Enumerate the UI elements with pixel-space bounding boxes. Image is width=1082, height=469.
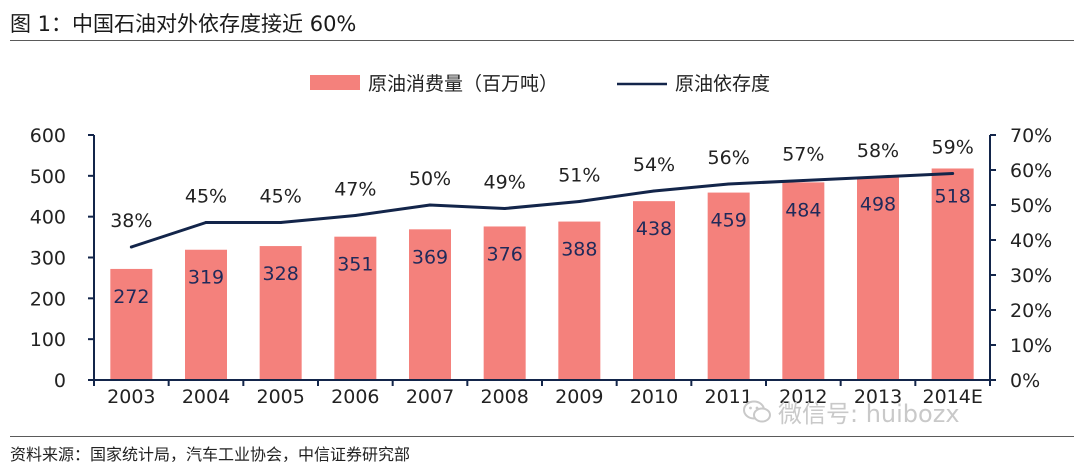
right-axis-tick-label: 20% — [1010, 300, 1052, 322]
figure-title: 图 1：中国石油对外依存度接近 60% — [10, 12, 357, 36]
left-axis-tick-label: 600 — [30, 125, 66, 147]
line-point — [727, 182, 731, 186]
line-point — [204, 221, 208, 224]
x-axis-tick-label: 2007 — [406, 386, 454, 408]
line-point — [876, 175, 880, 179]
line-point — [428, 203, 432, 207]
right-axis-tick-label: 0% — [1010, 370, 1040, 392]
x-axis-tick-label: 2006 — [331, 386, 379, 408]
line-value-label: 51% — [558, 165, 600, 187]
bar — [110, 268, 153, 380]
right-axis-tick-label: 60% — [1010, 160, 1052, 182]
right-axis-tick-label: 70% — [1010, 125, 1052, 147]
line-value-label: 45% — [185, 186, 227, 208]
x-axis-tick-label: 2011 — [704, 386, 752, 408]
bar-value-label: 376 — [487, 243, 523, 265]
watermark: 微信号: huibozx — [742, 394, 960, 429]
source-note: 资料来源：国家统计局，汽车工业协会，中信证券研究部 — [10, 445, 411, 464]
bar-value-label: 388 — [561, 239, 597, 261]
bar-value-label: 369 — [412, 246, 448, 268]
bar-series: 272 319 328 351 369 376 388 438 459 484 498 518 — [110, 168, 974, 380]
legend-line-label: 原油依存度 — [675, 73, 770, 95]
bar-value-label: 351 — [337, 254, 373, 276]
legend-bar-label: 原油消费量（百万吨） — [368, 73, 558, 95]
bar-value-label: 272 — [113, 286, 149, 308]
line-path — [130, 172, 953, 249]
line-point — [652, 189, 656, 193]
line-point — [503, 207, 507, 210]
combo-chart: 原油消费量（百万吨） 原油依存度 0 100 200 300 400 500 600 0% 10… — [30, 73, 1053, 408]
source-rule — [10, 436, 1074, 437]
line-point — [353, 214, 357, 217]
bar — [931, 168, 974, 380]
bar-value-label: 498 — [860, 194, 896, 216]
line-value-label: 59% — [932, 137, 974, 159]
left-axis-tick-label: 500 — [30, 166, 66, 188]
right-y-axis: 0% 10% 20% 30% 40% 50% 60% 70% — [989, 125, 1052, 392]
line-point — [951, 172, 955, 175]
line-value-label: 47% — [334, 179, 376, 201]
left-axis-tick-label: 200 — [30, 288, 66, 310]
line-value-label: 45% — [260, 186, 302, 208]
x-axis-tick-label: 2010 — [630, 386, 678, 408]
bar-value-label: 459 — [711, 210, 747, 232]
bar — [483, 226, 526, 380]
left-axis-tick-label: 400 — [30, 207, 66, 229]
chart-legend: 原油消费量（百万吨） 原油依存度 — [310, 73, 770, 95]
bar — [782, 182, 825, 380]
bar — [185, 249, 227, 380]
line-point — [577, 200, 581, 203]
x-axis-tick-label: 2009 — [555, 386, 603, 408]
line-point — [129, 245, 133, 249]
right-axis-tick-label: 30% — [1010, 265, 1052, 287]
x-axis-tick-label: 2003 — [107, 386, 155, 408]
legend-bar-swatch — [310, 75, 360, 90]
bar — [558, 221, 601, 380]
left-axis-tick-label: 100 — [30, 329, 66, 351]
x-axis: 2003 2004 2005 2006 2007 2008 2009 2010 2011 2012… — [93, 379, 991, 408]
x-axis-tick-label: 2004 — [182, 386, 230, 408]
line-value-label: 57% — [782, 144, 824, 166]
right-axis-tick-label: 50% — [1010, 195, 1052, 217]
x-axis-tick-label: 2012 — [779, 386, 827, 408]
bar-value-label: 484 — [785, 199, 821, 221]
wechat-icon — [743, 400, 771, 422]
line-value-label: 58% — [857, 140, 899, 162]
bar — [857, 176, 899, 380]
right-axis-tick-label: 40% — [1010, 230, 1052, 252]
left-axis-tick-label: 300 — [30, 248, 66, 270]
line-value-label: 50% — [409, 168, 451, 190]
bar — [259, 246, 302, 380]
bar-value-label: 518 — [935, 185, 971, 207]
x-axis-tick-label: 2013 — [854, 386, 902, 408]
x-axis-tick-label: 2008 — [480, 386, 528, 408]
bar-value-label: 438 — [636, 218, 672, 240]
left-y-axis: 0 100 200 300 400 500 600 — [30, 125, 95, 392]
line-point — [279, 221, 283, 224]
x-axis-tick-label: 2014E — [922, 386, 982, 408]
left-axis-tick-label: 0 — [54, 370, 66, 392]
bar — [409, 229, 451, 380]
right-axis-tick-label: 10% — [1010, 335, 1052, 357]
line-point — [801, 179, 805, 182]
line-series: 38% 45% 45% 47% 50% 49% 51% 54% 56% 57% 58% 59% — [110, 137, 974, 249]
bar — [633, 201, 675, 380]
line-value-label: 49% — [484, 172, 526, 194]
watermark-text: 微信号: huibozx — [778, 400, 960, 428]
bar-value-label: 319 — [188, 267, 224, 289]
line-value-label: 38% — [110, 210, 152, 232]
bar-value-label: 328 — [263, 263, 299, 285]
line-value-label: 54% — [633, 154, 675, 176]
title-rule — [10, 40, 1074, 41]
bar — [334, 236, 377, 380]
bar — [707, 192, 750, 380]
line-value-label: 56% — [708, 147, 750, 169]
x-axis-tick-label: 2005 — [256, 386, 304, 408]
